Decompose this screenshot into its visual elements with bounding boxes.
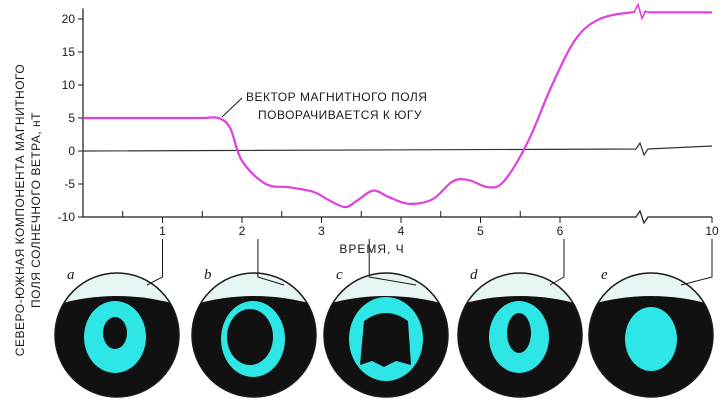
y-tick-label: 0 [68, 144, 75, 158]
panel-letter: c [336, 267, 343, 283]
panel-leader-line [257, 239, 285, 286]
panel-letter: a [67, 267, 75, 283]
x-tick-label: 3 [318, 224, 325, 238]
x-tick-label: 6 [557, 224, 564, 238]
x-axis-label: ВРЕМЯ, Ч [339, 242, 404, 256]
panel-leader-line [549, 239, 565, 286]
zero-line [82, 141, 713, 157]
y-axis-label-line-1: СЕВЕРО-ЮЖНАЯ КОМПОНЕНТА МАГНИТНОГО [13, 64, 27, 356]
data-series [83, 0, 712, 209]
polar-cap [360, 313, 411, 367]
panel-border [323, 272, 449, 398]
annotation-pointer [221, 97, 243, 118]
panel-letter: b [204, 267, 212, 283]
aurora-panel-d: d [457, 239, 583, 398]
x-axis-line [83, 209, 712, 225]
y-tick-label: 5 [68, 111, 75, 125]
aurora-panel-c: c [323, 239, 449, 398]
panel-letter: d [470, 267, 478, 283]
polar-cap [227, 309, 273, 365]
aurora-panels: a b c d e [54, 239, 714, 398]
y-tick-label: -10 [58, 210, 76, 224]
annotation-line-2: ПОВОРАЧИВАЕТСЯ К ЮГУ [258, 108, 422, 122]
x-tick-label: 4 [398, 224, 405, 238]
aurora-oval [625, 307, 677, 371]
panel-leader-line [146, 239, 163, 286]
panel-border [588, 272, 714, 398]
y-tick-label: 20 [62, 12, 76, 26]
x-tick-label: 10 [705, 224, 719, 238]
aurora-panel-b: b [191, 239, 317, 398]
y-tick-label: 15 [62, 45, 76, 59]
line-break-mask [634, 0, 650, 25]
x-tick-label: 2 [239, 224, 246, 238]
y-axis-label-line-2: ПОЛЯ СОЛНЕЧНОГО ВЕТРА, нТ [29, 112, 43, 308]
polar-cap [507, 313, 531, 353]
magnetic-field-line [83, 10, 712, 209]
plot-axes: 20 15 10 5 0 -5 -10 1 2 3 4 5 6 10 [58, 8, 719, 238]
panel-border [457, 272, 583, 398]
panel-leader-line [368, 239, 417, 286]
line-break-mark [633, 2, 647, 21]
aurora-panel-e: e [588, 239, 714, 398]
panel-border [54, 272, 180, 398]
x-tick-label: 1 [159, 224, 166, 238]
panel-leader-line [680, 239, 713, 286]
panel-border [191, 272, 317, 398]
y-tick-label: 10 [62, 78, 76, 92]
y-tick-label: -5 [64, 177, 75, 191]
annotation-line-1: ВЕКТОР МАГНИТНОГО ПОЛЯ [246, 90, 427, 104]
panel-letter: e [601, 267, 608, 283]
x-tick-label: 5 [477, 224, 484, 238]
aurora-panel-a: a [54, 239, 180, 398]
polar-cap [103, 317, 127, 349]
